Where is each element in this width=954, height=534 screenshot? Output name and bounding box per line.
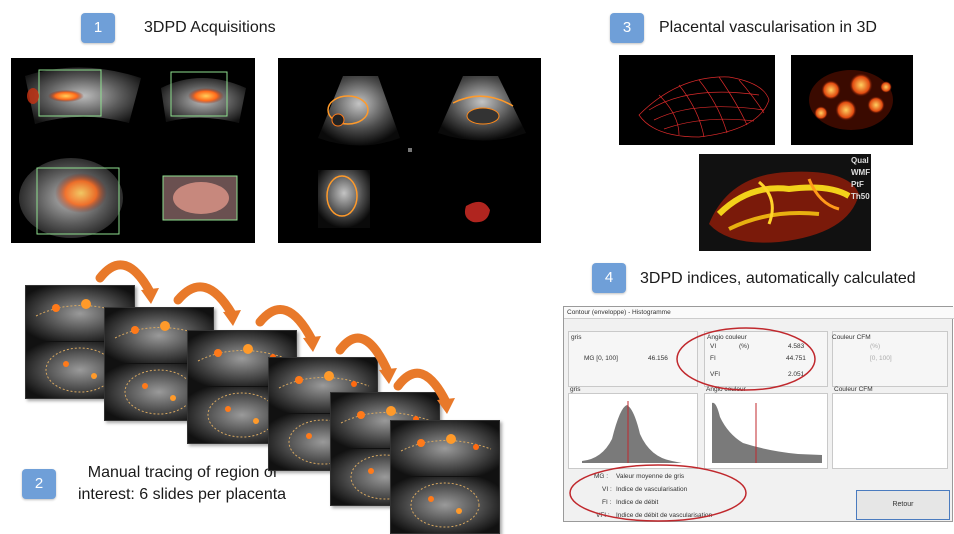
wireframe-mesh-image [638, 76, 770, 138]
acquisition-quad-view-2 [278, 58, 541, 243]
ultrasound-quad-image-2 [318, 76, 526, 228]
cfm-percent-label: (%) [870, 343, 881, 350]
step-1-title: 3DPD Acquisitions [144, 19, 276, 36]
render-overlay-wmf: WMF [851, 168, 871, 177]
step-2-title-line1: Manual tracing of region of [87, 464, 278, 481]
step-3-title: Placental vascularisation in 3D [659, 19, 877, 36]
step-4-title: 3DPD indices, automatically calculated [640, 270, 916, 287]
vascular-tree-render-image [709, 171, 859, 243]
angio-histogram [712, 402, 822, 463]
angio-stats-box [704, 331, 828, 387]
percent-label: (%) [739, 343, 750, 350]
render-overlay-th50: Th50 [851, 192, 870, 201]
retour-button[interactable]: Retour [856, 490, 950, 520]
gris-label: gris [571, 334, 582, 341]
cfm-range-label: [0, 100] [870, 355, 892, 362]
placenta-3d-mesh [619, 55, 775, 145]
cfm-histogram-box [832, 393, 948, 469]
mg-label: MG [0, 100] [584, 355, 618, 362]
highlight-ellipses [569, 327, 816, 522]
step-2-title-line2: interest: 6 slides per placenta [77, 486, 287, 503]
legend-vi-abbr: VI : [602, 486, 612, 493]
legend-mg-text: Valeur moyenne de gris [616, 473, 685, 480]
mg-value: 46.156 [648, 355, 668, 362]
dialog-title: Contour (enveloppe) - Histogramme [564, 307, 954, 319]
legend-fi-text: Indice de débit [616, 499, 659, 506]
cfm-stats-box [832, 331, 948, 387]
acquisition-quad-view-1 [11, 58, 255, 243]
legend-mg-abbr: MG : [594, 473, 609, 480]
step-1-badge: 1 [81, 13, 115, 43]
legend-fi-abbr: FI : [602, 499, 612, 506]
legend-vi-text: Indice de vascularisation [616, 486, 688, 493]
hist-gris-label: gris [570, 386, 581, 393]
cfm-label: Couleur CFM [832, 334, 871, 341]
placenta-3d-vascular-render: Qual WMF PtF Th50 [699, 154, 871, 251]
step-2-badge: 2 [22, 469, 56, 499]
indices-highlight-ellipse [676, 327, 816, 391]
vi-value: 4.583 [788, 343, 805, 350]
hist-cfm-label: Couleur CFM [834, 386, 873, 393]
angio-label: Angio couleur [707, 334, 747, 341]
power-doppler-volume-image [809, 70, 893, 130]
placenta-3d-power-doppler [791, 55, 913, 145]
fi-value: 44.751 [786, 355, 806, 362]
vi-label: VI [710, 343, 717, 350]
hist-angio-label: Angio couleur [706, 386, 746, 393]
legend-highlight-ellipse [569, 464, 747, 522]
vfi-value: 2.051 [788, 371, 805, 378]
render-overlay-ptf: PtF [851, 180, 864, 189]
histogram-dialog: Contour (enveloppe) - Histogramme gris M… [563, 306, 954, 522]
vfi-label: VFI [710, 371, 721, 378]
legend-vfi-text: Indice de débit de vascularisation [616, 512, 713, 519]
ultrasound-quad-image-1 [19, 67, 246, 238]
step-3-badge: 3 [610, 13, 644, 43]
render-overlay-qual: Qual [851, 156, 869, 165]
fi-label: FI [710, 355, 716, 362]
step-4-badge: 4 [592, 263, 626, 293]
gris-histogram [582, 401, 682, 463]
